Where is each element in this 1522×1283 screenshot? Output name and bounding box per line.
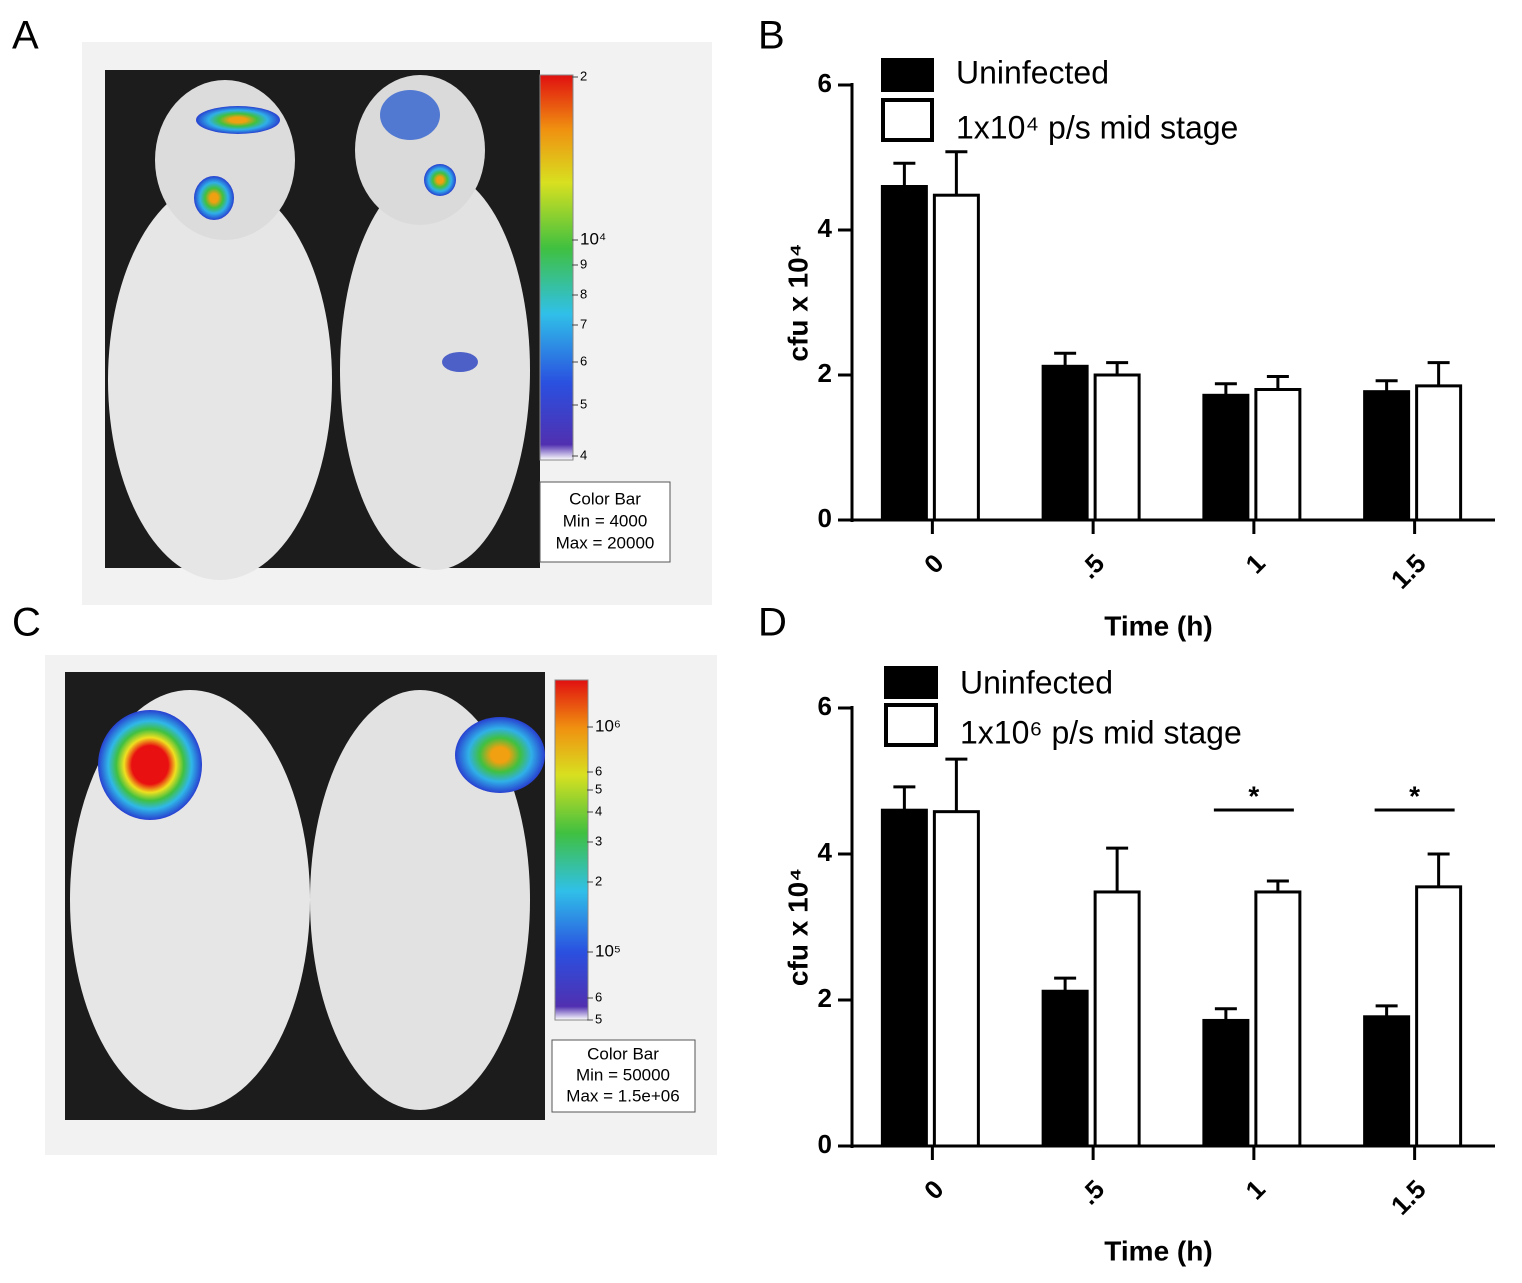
panel-label: C xyxy=(12,601,41,645)
colorbar-label: 5 xyxy=(580,396,587,411)
colorbar-label: 6 xyxy=(595,989,602,1004)
x-tick-label: 0 xyxy=(918,1174,949,1205)
annotation: * xyxy=(1248,780,1259,811)
x-tick-label: 1.5 xyxy=(1385,548,1432,595)
bar xyxy=(1254,890,1302,1148)
colorbar-box-text: Max = 20000 xyxy=(556,533,655,552)
image-a xyxy=(82,42,712,605)
bar xyxy=(1041,364,1089,522)
bar xyxy=(880,185,928,522)
colorbar-label: 2 xyxy=(595,873,602,888)
y-tick-label: 6 xyxy=(818,691,832,721)
bar xyxy=(1415,384,1463,522)
x-tick-label: 0 xyxy=(918,548,949,579)
colorbar-label: 5 xyxy=(595,1011,602,1026)
legend-label: Uninfected xyxy=(956,54,1109,90)
bar xyxy=(1093,373,1141,522)
y-tick-label: 0 xyxy=(818,1129,832,1159)
colorbar-label: 3 xyxy=(595,833,602,848)
y-axis-label: cfu x 10⁴ xyxy=(782,868,813,986)
colorbar-label: 10⁵ xyxy=(595,941,621,960)
y-tick-label: 4 xyxy=(818,213,833,243)
bar xyxy=(1254,388,1302,522)
colorbar-label: 8 xyxy=(580,286,587,301)
bar xyxy=(1415,885,1463,1148)
bar xyxy=(1202,1018,1250,1148)
bar xyxy=(932,810,980,1148)
y-tick-label: 2 xyxy=(818,983,832,1013)
colorbar-label: 10⁴ xyxy=(580,229,606,248)
colorbar-box-text: Color Bar xyxy=(569,489,641,508)
legend-swatch xyxy=(884,666,938,699)
y-tick-label: 4 xyxy=(818,837,833,867)
colorbar-label: 4 xyxy=(580,447,587,462)
x-tick-label: 1.5 xyxy=(1385,1174,1432,1221)
panel-label: D xyxy=(758,601,787,645)
y-tick-label: 2 xyxy=(818,358,832,388)
panel-label: B xyxy=(758,14,785,58)
colorbar-label: 5 xyxy=(595,781,602,796)
y-tick-label: 0 xyxy=(818,503,832,533)
legend-label: 1x10⁴ p/s mid stage xyxy=(956,109,1238,145)
x-tick-label: 1 xyxy=(1240,548,1271,579)
legend-swatch xyxy=(881,58,934,92)
colorbar-label: 9 xyxy=(580,256,587,271)
bar xyxy=(1041,989,1089,1148)
x-axis-label: Time (h) xyxy=(1104,610,1212,641)
bar xyxy=(1093,890,1141,1148)
x-tick-label: .5 xyxy=(1074,548,1111,585)
bar xyxy=(1363,1015,1411,1148)
colorbar-box-text: Min = 50000 xyxy=(576,1065,670,1084)
bar xyxy=(1202,393,1250,522)
legend-swatch xyxy=(881,98,934,142)
colorbar-box-text: Max = 1.5e+06 xyxy=(566,1086,679,1105)
annotation: * xyxy=(1409,780,1420,811)
image-c xyxy=(45,655,717,1155)
colorbar-box-text: Color Bar xyxy=(587,1044,659,1063)
colorbar-label: 2 xyxy=(580,68,587,83)
y-axis-label: cfu x 10⁴ xyxy=(782,243,813,361)
colorbar-label: 7 xyxy=(580,316,587,331)
bar xyxy=(1363,390,1411,522)
bar xyxy=(880,808,928,1148)
legend-swatch xyxy=(884,703,938,747)
x-tick-label: .5 xyxy=(1074,1174,1111,1211)
colorbar-box-text: Min = 4000 xyxy=(563,511,648,530)
colorbar-label: 4 xyxy=(595,803,602,818)
colorbar-label: 10⁶ xyxy=(595,716,621,735)
x-axis-label: Time (h) xyxy=(1104,1235,1212,1266)
y-tick-label: 6 xyxy=(818,68,832,98)
panel-label: A xyxy=(12,14,39,58)
x-tick-label: 1 xyxy=(1240,1174,1271,1205)
legend-label: 1x10⁶ p/s mid stage xyxy=(960,714,1242,750)
colorbar-label: 6 xyxy=(580,353,587,368)
legend-label: Uninfected xyxy=(960,664,1113,700)
colorbar-label: 6 xyxy=(595,763,602,778)
bar xyxy=(932,193,980,522)
